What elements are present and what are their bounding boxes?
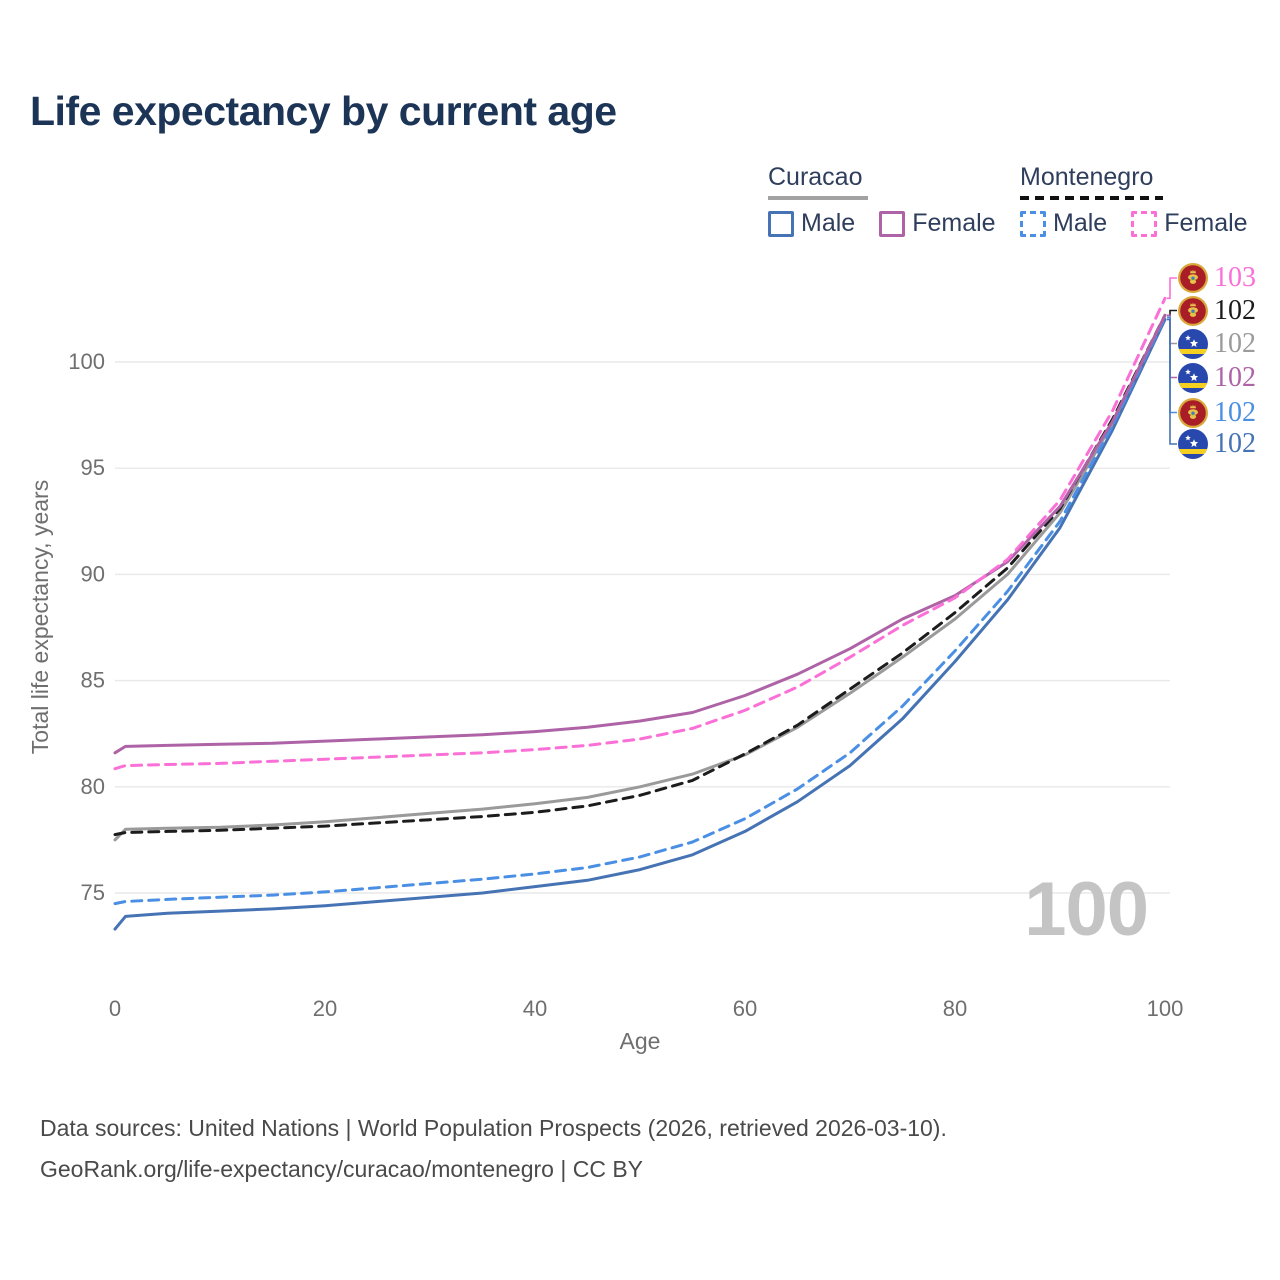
- legend-label-montenegro-male: Male: [1053, 209, 1108, 237]
- series-line-montenegro_female[interactable]: [113, 296, 1167, 771]
- legend-swatch-montenegro-female[interactable]: [1131, 210, 1158, 237]
- leader-line-curacao_female: [1167, 314, 1177, 379]
- x-tick-100: 100: [1147, 996, 1184, 1021]
- legend-item-curacao-male[interactable]: Male: [768, 209, 855, 238]
- series-line-montenegro_male[interactable]: [113, 315, 1167, 906]
- footer-attribution: GeoRank.org/life-expectancy/curacao/mont…: [40, 1156, 643, 1182]
- legend-label-curacao-female: Female: [912, 209, 996, 237]
- x-axis-label: Age: [620, 1028, 661, 1054]
- y-tick-80: 80: [81, 774, 105, 799]
- x-tick-80: 80: [943, 996, 967, 1021]
- legend-header-curacao[interactable]: Curacao: [768, 163, 863, 191]
- series-line-curacao_male[interactable]: [113, 318, 1167, 931]
- end-label-montenegro_total: 102: [1178, 294, 1256, 326]
- legend-underline-curacao: [768, 196, 868, 200]
- footer-data-sources: Data sources: United Nations | World Pop…: [40, 1115, 947, 1141]
- series-line-curacao_total[interactable]: [113, 318, 1167, 842]
- end-label-montenegro_male: 102: [1178, 396, 1256, 428]
- legend-item-curacao-female[interactable]: Female: [879, 209, 996, 238]
- montenegro-flag-icon: [1178, 397, 1208, 428]
- leader-line-curacao_male: [1167, 318, 1177, 445]
- end-value-curacao_female: 102: [1214, 361, 1256, 393]
- curacao-flag-icon: [1178, 328, 1208, 359]
- curacao-flag-icon: [1178, 429, 1208, 459]
- legend-swatch-curacao-female[interactable]: [879, 210, 906, 237]
- end-value-curacao_male: 102: [1214, 428, 1256, 459]
- page-title: Life expectancy by current age: [30, 88, 617, 134]
- legend-group-curacao: Curacao Male Female: [768, 163, 996, 238]
- end-value-montenegro_male: 102: [1214, 396, 1256, 428]
- legend-label-curacao-male: Male: [801, 209, 856, 237]
- x-tick-0: 0: [109, 996, 121, 1021]
- legend-underline-montenegro: [1020, 196, 1163, 200]
- end-label-montenegro_female: 103: [1178, 263, 1256, 293]
- hover-age-watermark: 100: [1024, 867, 1149, 952]
- x-tick-40: 40: [523, 996, 547, 1021]
- y-axis-label: Total life expectancy, years: [27, 480, 53, 754]
- legend-swatch-montenegro-male[interactable]: [1020, 210, 1046, 237]
- y-tick-95: 95: [81, 455, 105, 480]
- leader-line-montenegro_female: [1167, 277, 1177, 300]
- y-tick-85: 85: [81, 668, 105, 693]
- series-line-montenegro_total[interactable]: [113, 313, 1167, 837]
- legend-swatch-curacao-male[interactable]: [768, 210, 794, 237]
- legend-label-montenegro-female: Female: [1164, 209, 1248, 237]
- leader-line-curacao_total: [1167, 318, 1177, 345]
- series-line-curacao_female[interactable]: [113, 313, 1167, 755]
- y-tick-90: 90: [81, 561, 105, 586]
- legend-item-montenegro-female[interactable]: Female: [1131, 209, 1248, 238]
- end-label-curacao_total: 102: [1178, 327, 1256, 359]
- end-value-montenegro_female: 103: [1214, 262, 1256, 293]
- leader-line-montenegro_male: [1167, 316, 1177, 414]
- curacao-flag-icon: [1178, 362, 1208, 393]
- end-value-curacao_total: 102: [1214, 327, 1256, 359]
- end-label-curacao_female: 102: [1178, 361, 1256, 393]
- y-tick-75: 75: [81, 880, 105, 905]
- end-value-montenegro_total: 102: [1214, 294, 1256, 326]
- y-tick-100: 100: [68, 349, 105, 374]
- legend-header-montenegro[interactable]: Montenegro: [1020, 163, 1154, 191]
- legend-item-montenegro-male[interactable]: Male: [1020, 209, 1107, 238]
- footer: Data sources: United Nations | World Pop…: [40, 1108, 947, 1190]
- montenegro-flag-icon: [1178, 263, 1208, 293]
- montenegro-flag-icon: [1178, 295, 1208, 326]
- end-label-curacao_male: 102: [1178, 429, 1256, 459]
- x-tick-20: 20: [313, 996, 337, 1021]
- x-tick-60: 60: [733, 996, 757, 1021]
- legend-group-montenegro: Montenegro Male Female: [1020, 163, 1248, 238]
